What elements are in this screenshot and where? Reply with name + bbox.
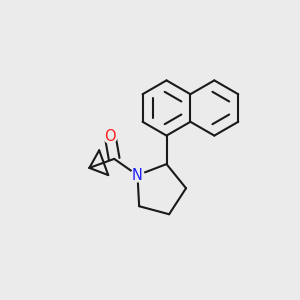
Circle shape bbox=[104, 130, 117, 143]
Text: N: N bbox=[132, 168, 143, 183]
Text: O: O bbox=[104, 129, 116, 144]
Circle shape bbox=[131, 169, 144, 182]
